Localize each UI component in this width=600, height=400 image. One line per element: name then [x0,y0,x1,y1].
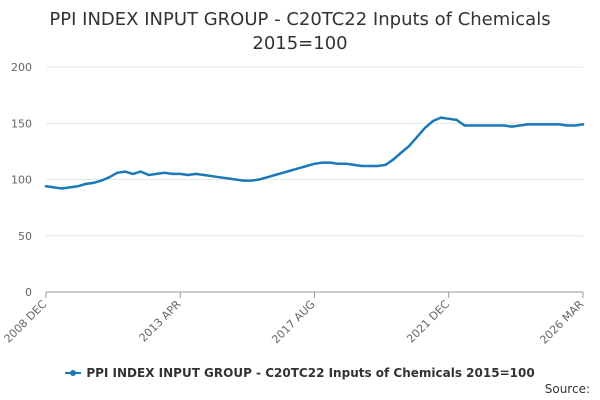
data-point [147,173,150,177]
data-point [329,161,332,164]
data-point [186,173,190,177]
data-point [84,182,87,186]
data-point [210,174,214,178]
data-point [281,171,285,174]
data-point [242,179,245,182]
data-point [376,164,379,168]
data-point [226,177,229,180]
data-point [250,179,253,182]
data-point [313,162,316,165]
data-point [68,186,71,189]
data-point [202,173,206,177]
data-point [487,124,490,127]
data-point [494,124,498,127]
x-tick-label: 2017 AUG [269,298,318,347]
data-point [392,158,395,161]
data-point [194,172,198,176]
data-point [76,185,79,188]
data-point [273,173,277,177]
data-point [171,172,174,176]
data-point [52,186,56,189]
chart-subtitle-line: 2015=100 [252,33,348,54]
y-tick-label-50: 50 [18,230,32,243]
chart-title-line: PPI INDEX INPUT GROUP - C20TC22 Inputs o… [49,9,551,30]
data-point [289,169,293,172]
data-point [179,172,182,176]
legend-swatch [65,370,82,376]
data-point [550,123,553,126]
data-point [368,164,371,168]
x-tick-label: 2008 DEC [1,298,49,346]
data-point [218,176,221,179]
data-point [131,172,135,176]
data-point [305,164,308,168]
data-point [234,178,237,181]
data-point [415,135,419,138]
data-point [566,124,569,127]
data-point [163,171,166,174]
data-point [558,123,561,126]
data-point [510,125,514,128]
data-point [400,151,403,154]
x-tick-label: 2021 DEC [404,298,452,346]
data-point [360,164,364,168]
y-tick-label-150: 150 [11,117,32,130]
data-point [60,187,63,190]
source-label: Source: [544,382,590,396]
data-point [518,124,522,127]
data-point [100,179,103,182]
data-point [139,170,142,173]
data-point [44,185,48,188]
data-point [479,124,482,127]
data-point [526,123,529,126]
data-point [573,124,577,127]
data-point [352,163,356,167]
data-point [463,124,466,127]
chart-legend[interactable]: PPI INDEX INPUT GROUP - C20TC22 Inputs o… [0,366,600,380]
data-point [344,162,348,165]
data-point [447,117,450,120]
data-point [336,162,340,165]
data-point [107,176,111,179]
data-point [92,181,95,185]
series-line [44,116,585,190]
data-point [581,123,585,126]
y-tick-label-0: 0 [25,286,32,299]
y-tick-label-100: 100 [11,174,32,187]
x-tick-label: 2013 APR [137,298,184,345]
data-point [321,161,324,164]
data-point [534,123,537,126]
data-point [265,176,269,179]
data-point [471,124,474,127]
data-point [297,167,300,170]
chart-title: PPI INDEX INPUT GROUP - C20TC22 Inputs o… [0,8,600,56]
data-point [408,144,411,147]
data-point [455,118,458,122]
y-tick-label-200: 200 [11,61,32,74]
data-point [115,171,119,174]
data-point [423,126,427,129]
data-point [155,172,158,176]
data-point [542,123,545,126]
x-tick-label: 2026 MAR [537,298,586,347]
data-point [258,178,261,181]
data-point [502,124,506,127]
data-point [439,116,443,119]
legend-label: PPI INDEX INPUT GROUP - C20TC22 Inputs o… [86,366,535,380]
data-point [384,163,387,167]
data-point [123,170,127,173]
data-point [431,119,435,123]
